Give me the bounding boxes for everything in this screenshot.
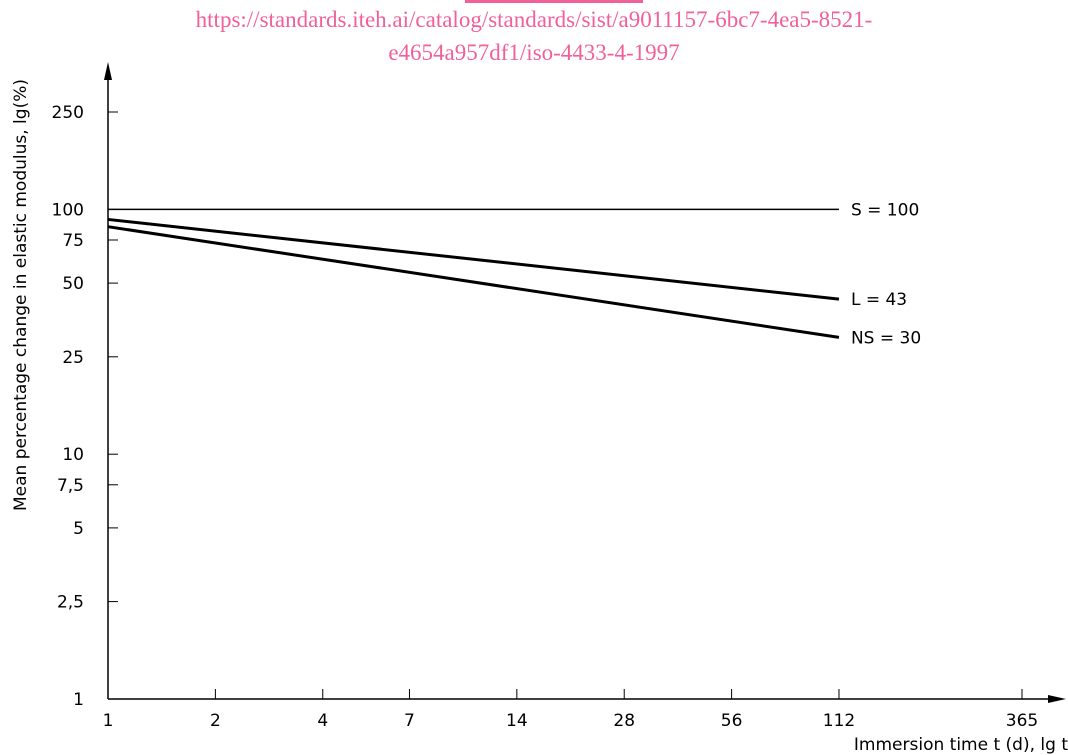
series-line bbox=[107, 217, 840, 301]
y-tick-label: 7,5 bbox=[57, 476, 84, 496]
x-tick-label: 1 bbox=[103, 711, 114, 731]
x-tick-label: 2 bbox=[210, 711, 221, 731]
y-tick-label: 250 bbox=[52, 103, 84, 123]
x-tick-label: 112 bbox=[823, 711, 855, 731]
y-axis-arrow bbox=[104, 62, 112, 80]
y-tick-label: 100 bbox=[52, 200, 84, 220]
series-lines bbox=[107, 208, 840, 339]
x-axis-arrow bbox=[1048, 695, 1066, 703]
series-label: S = 100 bbox=[851, 200, 919, 220]
series-line bbox=[107, 225, 840, 339]
x-tick-label: 28 bbox=[613, 711, 635, 731]
series-label: NS = 30 bbox=[851, 328, 921, 348]
x-tick-label: 4 bbox=[317, 711, 328, 731]
x-tick-label: 56 bbox=[721, 711, 743, 731]
y-tick-label: 5 bbox=[73, 519, 84, 539]
series-labels: S = 100 L = 43 NS = 30 bbox=[851, 200, 921, 348]
watermark-underline bbox=[465, 0, 643, 3]
series-label: L = 43 bbox=[851, 290, 907, 310]
x-tick-label: 14 bbox=[506, 711, 528, 731]
ticks: 1 2 4 7 14 28 56 112 365 1 2,5 5 7,5 10 25 50 75 100 250 bbox=[52, 103, 1039, 731]
y-tick-label: 2,5 bbox=[57, 593, 84, 613]
watermark-url-line-1[interactable]: https://standards.iteh.ai/catalog/standa… bbox=[195, 7, 873, 32]
y-axis-label: Mean percentage change in elastic modulu… bbox=[11, 79, 31, 511]
axes bbox=[104, 62, 1066, 703]
y-tick-label: 25 bbox=[62, 348, 84, 368]
x-tick-label: 7 bbox=[404, 711, 415, 731]
y-tick-label: 1 bbox=[73, 690, 84, 710]
y-tick-label: 50 bbox=[62, 274, 84, 294]
y-tick-label: 75 bbox=[62, 231, 84, 251]
watermark-url-line-2[interactable]: e4654a957df1/iso-4433-4-1997 bbox=[388, 40, 680, 65]
x-axis-label: Immersion time t (d), lg t bbox=[854, 735, 1068, 755]
y-tick-label: 10 bbox=[62, 445, 84, 465]
x-tick-label: 365 bbox=[1006, 711, 1038, 731]
